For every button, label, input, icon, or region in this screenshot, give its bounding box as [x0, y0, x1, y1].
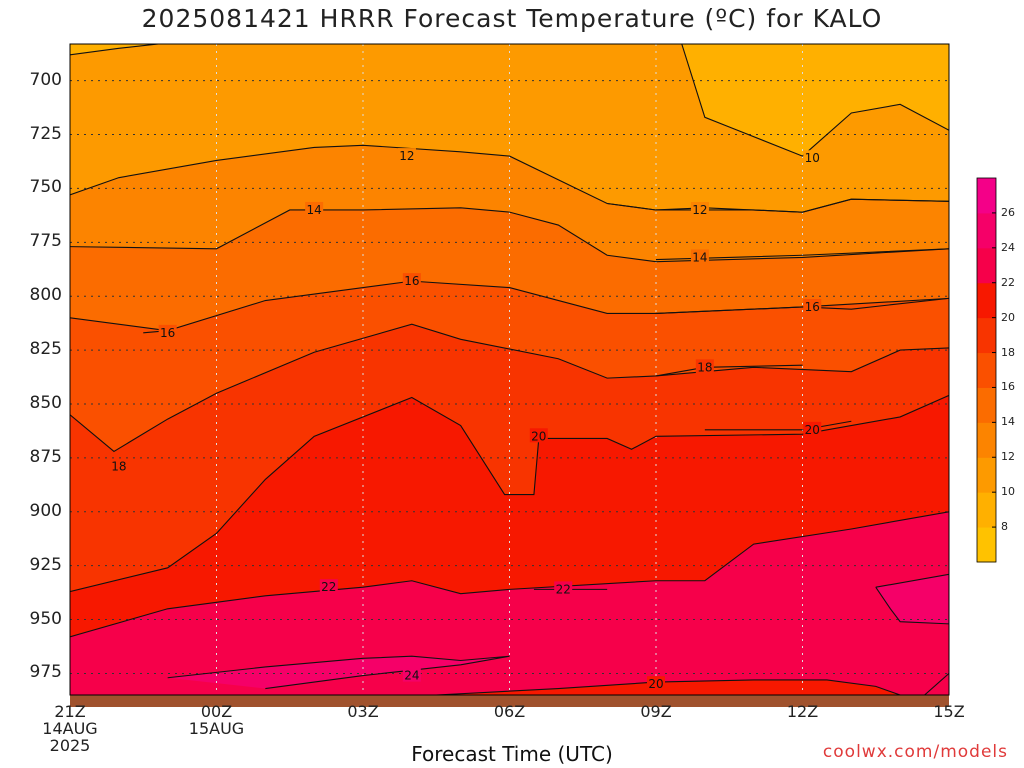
x-axis-label: Forecast Time (UTC) — [411, 742, 613, 766]
isotherm-label: 20 — [648, 677, 663, 691]
colorbar-swatch — [977, 457, 996, 493]
x-tick-label: 06Z — [493, 702, 526, 721]
surface-band-20 — [436, 679, 901, 695]
label-bg-13 — [554, 581, 573, 596]
label-bg-1 — [397, 148, 416, 163]
y-tick-label: 750 — [29, 177, 62, 198]
colorbar-tick-label: 22 — [1001, 275, 1015, 289]
colorbar-tick-label: 8 — [1001, 520, 1008, 534]
x-tick-label: 15Z — [933, 702, 965, 721]
isotherm-20-10 — [70, 394, 949, 593]
plot-frame — [69, 43, 950, 696]
pocket-15 — [875, 574, 949, 624]
colorbar-swatch — [977, 352, 996, 388]
label-bg-11 — [803, 421, 822, 436]
isotherm-label: 12 — [399, 149, 414, 163]
band-22 — [70, 511, 949, 695]
label-bg-7 — [803, 298, 822, 313]
isotherm-10-0 — [70, 44, 949, 157]
y-tick-label: 950 — [29, 608, 62, 629]
isotherm-24-15 — [875, 573, 949, 625]
isotherm-12-2 — [607, 198, 949, 213]
source-credit: coolwx.com/models — [822, 742, 1008, 762]
label-bg-12 — [319, 579, 338, 594]
isotherm-18-8 — [70, 323, 949, 453]
label-bg-9 — [695, 359, 714, 374]
colorbar-tick-label: 14 — [1001, 415, 1015, 429]
isotherm-22-17 — [924, 673, 949, 695]
isotherm-label: 16 — [805, 300, 820, 314]
y-tick-label: 725 — [29, 123, 62, 144]
y-tick-label: 850 — [29, 392, 62, 413]
x-tick-label: 09Z — [640, 702, 672, 721]
isotherm-24-14 — [167, 655, 510, 690]
label-bg-0 — [803, 150, 822, 165]
colorbar-swatch — [977, 247, 996, 284]
ground-surface — [70, 695, 949, 707]
isotherm-label: 10 — [805, 151, 820, 165]
chart-title: 2025081421 HRRR Forecast Temperature (ºC… — [141, 4, 883, 33]
isotherm-label: 20 — [805, 423, 820, 437]
y-tick-label: 900 — [29, 500, 62, 521]
isotherm-label: 14 — [692, 250, 707, 264]
colorbar-tick-label: 12 — [1001, 450, 1015, 464]
x-tick-label: 00Z 15AUG — [188, 702, 245, 738]
label-bg-10 — [529, 428, 548, 443]
colorbar-tick-label: 26 — [1001, 205, 1015, 219]
isotherm-label: 18 — [111, 460, 126, 474]
isotherm-label: 12 — [692, 203, 707, 217]
isotherm-label: 14 — [307, 203, 322, 217]
colorbar-tick-label: 18 — [1001, 345, 1015, 359]
label-bg-16 — [647, 676, 665, 691]
colorbar-swatch — [977, 282, 996, 319]
isotherm-label: 22 — [321, 580, 336, 594]
colorbar-tick-label: 16 — [1001, 380, 1015, 394]
colorbar-swatch — [977, 387, 996, 423]
isotherm-label: 16 — [160, 326, 175, 340]
colorbar-swatch — [977, 317, 996, 354]
isotherm-20-16 — [436, 679, 901, 695]
y-tick-label: 825 — [29, 339, 62, 360]
pocket-14 — [167, 656, 510, 689]
isotherm-label: 18 — [697, 360, 712, 374]
x-tick-label: 21Z 14AUG 2025 — [42, 702, 98, 755]
label-bg-14 — [402, 667, 421, 682]
isotherm-labels: 10 12 12 14 14 16 16 16 18 18 20 20 22 22 24 20 — [109, 148, 822, 691]
y-tick-label: 925 — [29, 554, 62, 575]
label-bg-2 — [690, 201, 709, 216]
colorbar-swatch — [977, 527, 996, 563]
y-tick-label: 775 — [29, 231, 62, 252]
y-tick-label: 875 — [29, 446, 62, 467]
label-bg-4 — [690, 249, 709, 264]
isotherm-label: 16 — [404, 274, 419, 288]
isotherm-label: 24 — [404, 669, 419, 683]
colorbar-swatch — [977, 212, 996, 249]
isotherm-label: 20 — [531, 429, 546, 443]
colorbar-tick-label: 20 — [1001, 310, 1015, 324]
colorbar-swatch — [977, 178, 996, 214]
isotherm-20-11 — [704, 420, 852, 431]
colorbar-frame — [976, 177, 997, 563]
label-bg-8 — [109, 458, 128, 473]
colorbar-swatch — [977, 422, 996, 458]
x-tick-label: 12Z — [786, 702, 819, 721]
y-tick-label: 975 — [29, 662, 62, 683]
label-bg-3 — [305, 201, 324, 216]
y-tick-label: 800 — [29, 285, 62, 306]
label-bg-5 — [402, 273, 421, 288]
colorbar-tick-label: 10 — [1001, 485, 1015, 499]
isotherm-label: 22 — [556, 582, 571, 596]
x-tick-label: 03Z — [347, 702, 379, 721]
colorbar — [976, 177, 997, 563]
isotherm-22-12 — [70, 511, 949, 638]
isotherm-16-7 — [655, 297, 949, 315]
colorbar-tick-label: 24 — [1001, 240, 1015, 254]
colorbar-swatch — [977, 492, 996, 528]
y-tick-label: 700 — [29, 69, 62, 90]
label-bg-6 — [158, 324, 177, 339]
